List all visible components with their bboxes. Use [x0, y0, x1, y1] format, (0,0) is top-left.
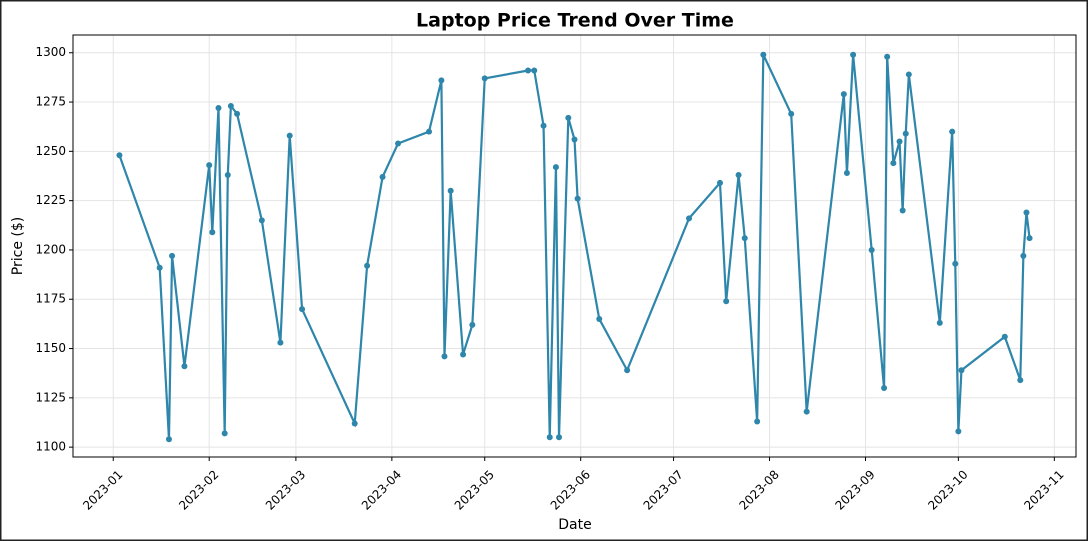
- plot-frame: [72, 34, 1077, 458]
- point: [936, 319, 943, 326]
- point: [958, 367, 965, 374]
- point: [1001, 333, 1008, 340]
- point: [165, 436, 172, 443]
- y-tick-label: 1300: [35, 45, 66, 59]
- point: [949, 128, 956, 135]
- point: [565, 114, 572, 121]
- point: [574, 195, 581, 202]
- x-axis-label: Date: [558, 517, 591, 533]
- y-tick-label: 1250: [35, 144, 66, 158]
- point: [905, 71, 912, 78]
- y-tick-label: 1150: [35, 341, 66, 355]
- y-tick-label: 1225: [35, 193, 66, 207]
- point: [850, 51, 857, 58]
- point: [840, 91, 847, 98]
- point: [552, 164, 559, 171]
- point: [286, 132, 293, 139]
- point: [902, 130, 909, 137]
- y-tick-label: 1100: [35, 440, 66, 454]
- point: [760, 51, 767, 58]
- point: [556, 434, 563, 441]
- point: [955, 428, 962, 435]
- point: [277, 339, 284, 346]
- point: [723, 298, 730, 305]
- point: [952, 260, 959, 267]
- chart-title: Laptop Price Trend Over Time: [416, 10, 734, 32]
- point: [754, 418, 761, 425]
- point: [788, 110, 795, 117]
- point: [227, 102, 234, 109]
- point: [525, 67, 532, 74]
- point: [896, 138, 903, 145]
- point: [735, 172, 742, 179]
- point: [1017, 377, 1024, 384]
- y-tick-label: 1125: [35, 390, 66, 404]
- point: [546, 434, 553, 441]
- point: [624, 367, 631, 374]
- point: [469, 321, 476, 328]
- point: [460, 351, 467, 358]
- line: [118, 54, 1031, 440]
- point: [206, 162, 213, 169]
- point: [351, 420, 358, 427]
- point: [215, 104, 222, 111]
- point: [379, 173, 386, 180]
- point: [181, 363, 188, 370]
- y-tick-label: 1200: [35, 242, 66, 256]
- point: [868, 246, 875, 253]
- point: [234, 110, 241, 117]
- point: [686, 215, 693, 222]
- point: [571, 136, 578, 143]
- point: [258, 217, 265, 224]
- point: [441, 353, 448, 360]
- point: [596, 315, 603, 322]
- y-tick-label: 1275: [35, 95, 66, 109]
- point: [843, 170, 850, 177]
- point: [299, 306, 306, 313]
- point: [209, 229, 216, 236]
- point: [881, 384, 888, 391]
- point: [224, 172, 231, 179]
- point: [116, 152, 123, 159]
- point: [884, 53, 891, 60]
- point: [531, 67, 538, 74]
- point: [803, 408, 810, 415]
- point: [221, 430, 228, 437]
- point: [540, 122, 547, 129]
- point: [890, 160, 897, 167]
- point: [156, 264, 163, 271]
- y-axis-label: Price ($): [10, 217, 26, 275]
- y-tick-label: 1175: [35, 292, 66, 306]
- point: [169, 252, 176, 259]
- point: [716, 179, 723, 186]
- point: [447, 187, 454, 194]
- point: [438, 77, 445, 84]
- point: [1023, 209, 1030, 216]
- point: [1026, 235, 1033, 242]
- point: [1020, 252, 1027, 259]
- point: [899, 207, 906, 214]
- point: [364, 262, 371, 269]
- point: [481, 75, 488, 82]
- point: [395, 140, 402, 147]
- point: [741, 235, 748, 242]
- point: [426, 128, 433, 135]
